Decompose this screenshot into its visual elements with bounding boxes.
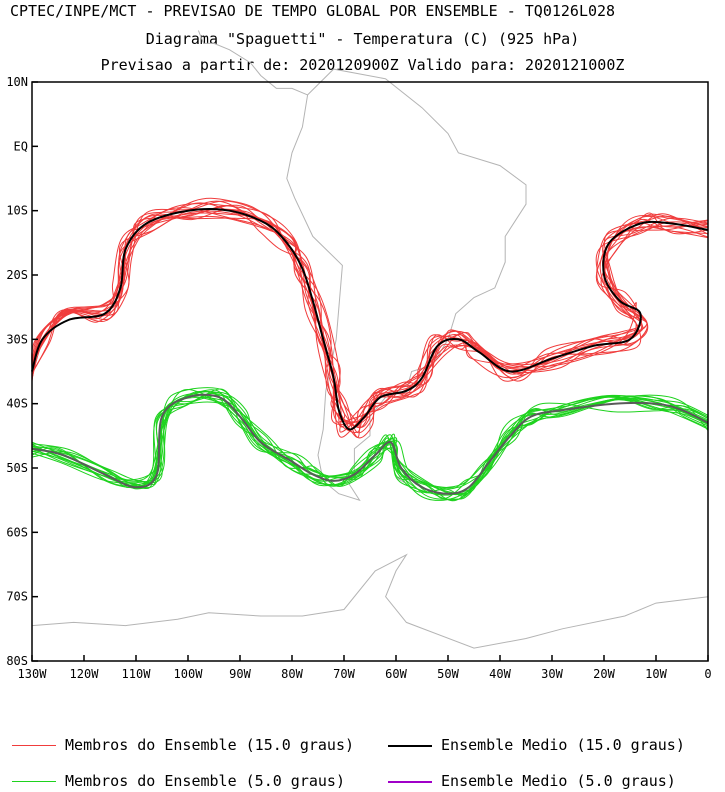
legend-green-members: Membros do Ensemble (5.0 graus)	[12, 772, 345, 790]
ensemble-member-15-line	[31, 208, 709, 428]
lon-label: 50W	[437, 667, 459, 681]
lat-label: 40S	[6, 397, 28, 411]
lon-label: 120W	[70, 667, 100, 681]
south-america-coast	[286, 68, 527, 502]
ensemble-mean-5-line	[31, 393, 709, 495]
legend-red-members: Membros do Ensemble (15.0 graus)	[12, 736, 354, 754]
lon-label: 10W	[645, 667, 667, 681]
lat-label: 10N	[6, 75, 28, 89]
lat-label: 30S	[6, 332, 28, 346]
ensemble-member-15-line	[31, 200, 709, 433]
isotherm-lines	[31, 197, 709, 502]
lon-label: 110W	[122, 667, 152, 681]
lon-label: 80W	[281, 667, 303, 681]
red-line-swatch	[12, 745, 56, 746]
lon-label: 60W	[385, 667, 407, 681]
lat-label: 20S	[6, 268, 28, 282]
lon-label: 30W	[541, 667, 563, 681]
lat-label: 60S	[6, 525, 28, 539]
chart-subtitle: Diagrama "Spaguetti" - Temperatura (C) (…	[145, 30, 580, 48]
legend-purple-mean: Ensemble Medio (5.0 graus)	[388, 772, 676, 790]
lat-label: 50S	[6, 461, 28, 475]
legend-red-members-label: Membros do Ensemble (15.0 graus)	[65, 736, 355, 754]
lon-label: 40W	[489, 667, 511, 681]
ensemble-member-5-line	[31, 391, 709, 495]
lon-label: 70W	[333, 667, 355, 681]
lat-label: 70S	[6, 590, 28, 604]
lon-label: 100W	[174, 667, 204, 681]
lon-label: 0	[704, 667, 711, 681]
purple-line-swatch	[388, 780, 432, 783]
lon-label: 20W	[593, 667, 615, 681]
lon-label: 130W	[18, 667, 48, 681]
legend-green-members-label: Membros do Ensemble (5.0 graus)	[65, 772, 345, 790]
coastlines	[31, 30, 709, 649]
ensemble-member-15-line	[31, 213, 709, 428]
black-line-swatch	[388, 744, 432, 747]
legend-purple-mean-label: Ensemble Medio (5.0 graus)	[441, 772, 676, 790]
lat-label: 10S	[6, 204, 28, 218]
chart-title: CPTEC/INPE/MCT - PREVISAO DE TEMPO GLOBA…	[10, 2, 616, 20]
antarctica-coast	[31, 553, 709, 649]
forecast-validity: Previsao a partir de: 2020120900Z Valido…	[100, 56, 625, 74]
green-line-swatch	[12, 781, 56, 782]
legend-black-mean: Ensemble Medio (15.0 graus)	[388, 736, 685, 754]
lon-label: 90W	[229, 667, 251, 681]
ensemble-mean-15-line	[31, 208, 709, 431]
ensemble-member-15-line	[31, 205, 709, 423]
ensemble-member-15-line	[31, 208, 709, 426]
lat-label: 80S	[6, 654, 28, 668]
map-frame	[31, 81, 709, 662]
legend-black-mean-label: Ensemble Medio (15.0 graus)	[441, 736, 685, 754]
lat-label: EQ	[14, 139, 28, 153]
central-america-coast	[197, 30, 308, 96]
